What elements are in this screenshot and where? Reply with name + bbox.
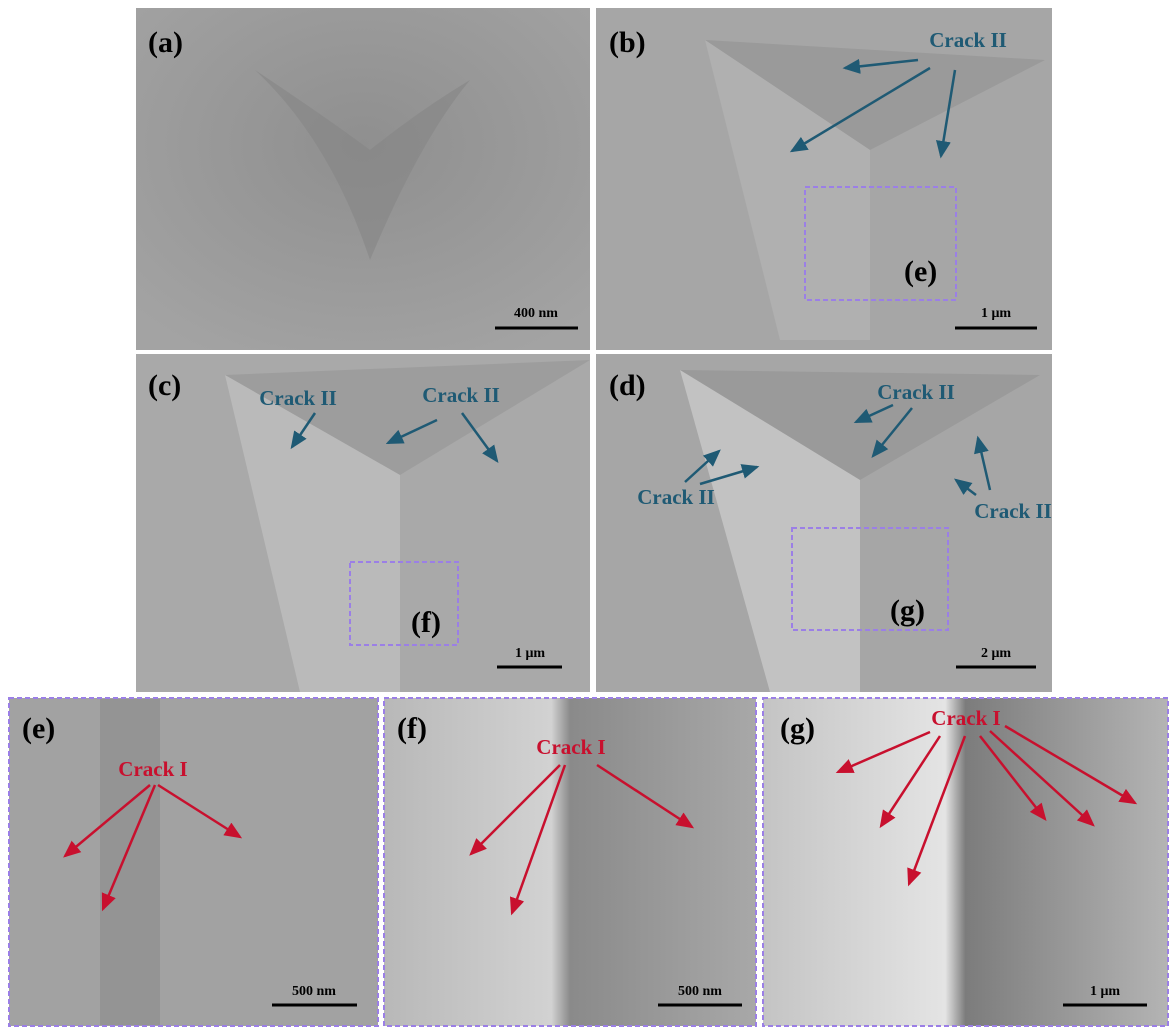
annotation: Crack II — [637, 485, 715, 509]
panel-label: (e) — [22, 712, 55, 745]
inset-label: (e) — [904, 255, 937, 288]
scale-bar-label: 400 nm — [514, 306, 558, 321]
panel-label: (f) — [397, 712, 427, 745]
panel-label: (d) — [609, 369, 646, 402]
annotation: Crack II — [422, 383, 500, 407]
annotation: Crack II — [929, 28, 1007, 52]
annotation: Crack II — [877, 380, 955, 404]
panel-g-image — [763, 698, 1168, 1026]
annotation: Crack II — [974, 499, 1052, 523]
scale-bar-label: 1 μm — [515, 646, 545, 661]
annotation: Crack I — [931, 706, 1000, 730]
scale-bar-label: 1 μm — [981, 306, 1011, 321]
scale-bar-label: 1 μm — [1090, 984, 1120, 999]
panel-label: (g) — [780, 712, 815, 745]
panel-label: (b) — [609, 26, 646, 59]
indent-edge — [100, 699, 160, 1025]
annotation: Crack II — [259, 386, 337, 410]
inset-label: (g) — [890, 594, 925, 627]
annotation: Crack I — [118, 757, 187, 781]
scale-bar-label: 500 nm — [678, 984, 722, 999]
annotation: Crack I — [536, 735, 605, 759]
panel-label: (a) — [148, 26, 183, 59]
panel-e-image — [9, 698, 378, 1026]
panel-label: (c) — [148, 369, 181, 402]
figure: (a) (b) (c) (d) (e) (f) (g) (e) (f) (g) … — [0, 0, 1169, 1027]
scale-bar-label: 2 μm — [981, 646, 1011, 661]
inset-label: (f) — [411, 606, 441, 639]
page: {"panels":[ {"label":"(a)","scale_bar":"… — [0, 0, 1169, 1027]
scale-bar-label: 500 nm — [292, 984, 336, 999]
